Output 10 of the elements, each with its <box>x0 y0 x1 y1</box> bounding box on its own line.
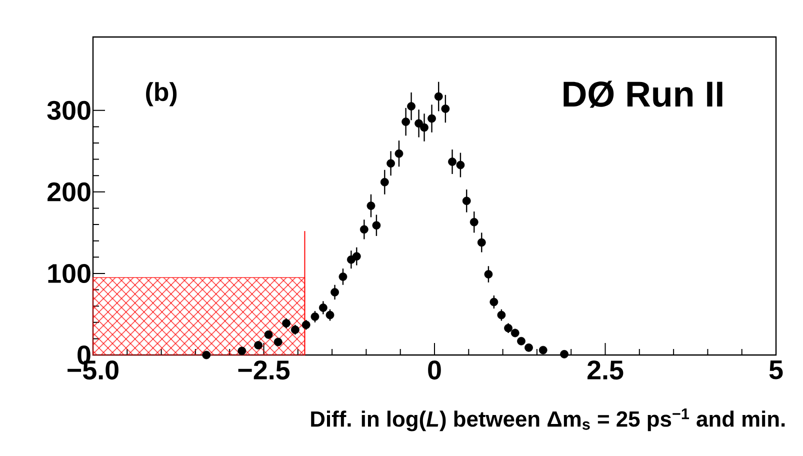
x-tick-label: −2.5 <box>238 360 290 380</box>
annotation: DØ Run II <box>564 80 722 108</box>
y-tick-label: 300 <box>47 100 90 120</box>
x-axis-title: Diff. in log(L) between Δm$_{s}$ = 25 ps$^{−1}$ and min. <box>311 408 785 432</box>
x-tick-label: 0 <box>428 360 441 380</box>
y-tick-label: 200 <box>48 182 90 202</box>
annotation: (b) <box>146 82 177 106</box>
y-tick-label: 100 <box>48 264 90 283</box>
x-tick-label: 2.5 <box>587 360 624 380</box>
x-tick-label: 5 <box>769 360 783 380</box>
